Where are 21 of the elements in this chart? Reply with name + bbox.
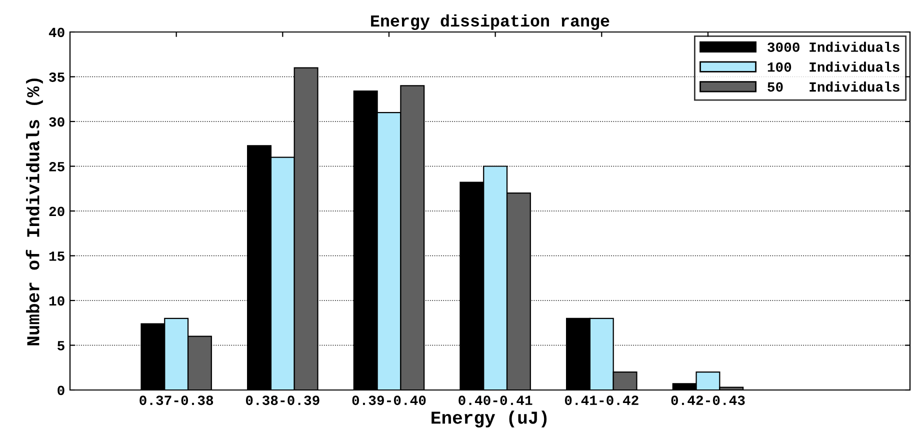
y-tick-label: 30 — [49, 117, 64, 127]
y-tick-label: 25 — [49, 162, 64, 172]
chart-title: Energy dissipation range — [371, 14, 610, 30]
legend-label: 100 Individuals — [768, 62, 900, 72]
y-tick-label: 15 — [49, 252, 64, 261]
x-tick-label: 0.40-0.41 — [458, 396, 532, 406]
legend-label: 50 Individuals — [768, 82, 900, 92]
x-tick-label: 0.42-0.43 — [671, 396, 745, 406]
y-axis-title: Number of Individuals (%) — [26, 78, 43, 346]
x-tick-label: 0.41-0.42 — [564, 396, 638, 406]
x-tick-label: 0.38-0.39 — [246, 396, 320, 406]
y-tick-label: 5 — [58, 341, 64, 350]
y-tick-label: 35 — [49, 72, 64, 82]
y-tick-label: 0 — [58, 386, 64, 396]
legend-label: 3000 Individuals — [768, 42, 900, 52]
x-axis-title: Energy (uJ) — [432, 410, 547, 428]
y-tick-label: 40 — [48, 28, 64, 38]
y-tick-label: 20 — [49, 206, 64, 216]
y-tick-label: 10 — [49, 296, 64, 306]
x-tick-label: 0.37-0.38 — [140, 396, 214, 406]
x-tick-label: 0.39-0.40 — [352, 396, 426, 406]
